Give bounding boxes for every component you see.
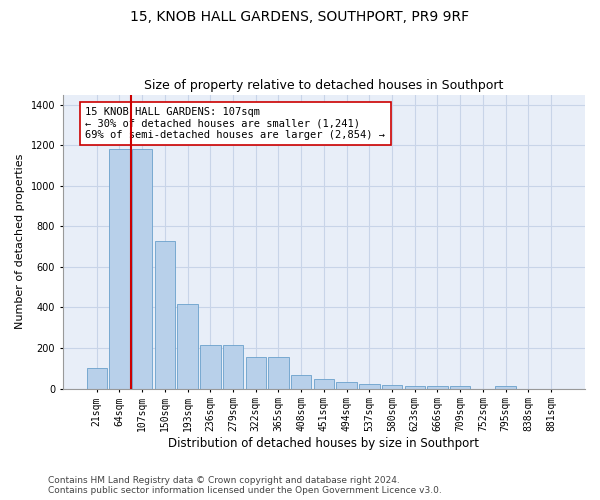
Text: Contains HM Land Registry data © Crown copyright and database right 2024.
Contai: Contains HM Land Registry data © Crown c… [48, 476, 442, 495]
Bar [496, 386, 516, 388]
Bar [337, 382, 357, 388]
Bar [200, 345, 221, 389]
Bar [314, 379, 334, 388]
Bar [268, 357, 289, 388]
Title: Size of property relative to detached houses in Southport: Size of property relative to detached ho… [144, 79, 503, 92]
Y-axis label: Number of detached properties: Number of detached properties [15, 154, 25, 329]
Bar [155, 240, 175, 388]
Bar [404, 386, 425, 388]
Bar [450, 386, 470, 388]
Bar [223, 345, 243, 389]
Bar [427, 386, 448, 388]
Bar [109, 150, 130, 388]
X-axis label: Distribution of detached houses by size in Southport: Distribution of detached houses by size … [169, 437, 479, 450]
Text: 15, KNOB HALL GARDENS, SOUTHPORT, PR9 9RF: 15, KNOB HALL GARDENS, SOUTHPORT, PR9 9R… [130, 10, 470, 24]
Bar [291, 376, 311, 388]
Bar [382, 385, 402, 388]
Bar [178, 304, 198, 388]
Bar [86, 368, 107, 388]
Bar [132, 150, 152, 388]
Text: 15 KNOB HALL GARDENS: 107sqm
← 30% of detached houses are smaller (1,241)
69% of: 15 KNOB HALL GARDENS: 107sqm ← 30% of de… [85, 106, 385, 140]
Bar [359, 384, 380, 388]
Bar [245, 357, 266, 388]
